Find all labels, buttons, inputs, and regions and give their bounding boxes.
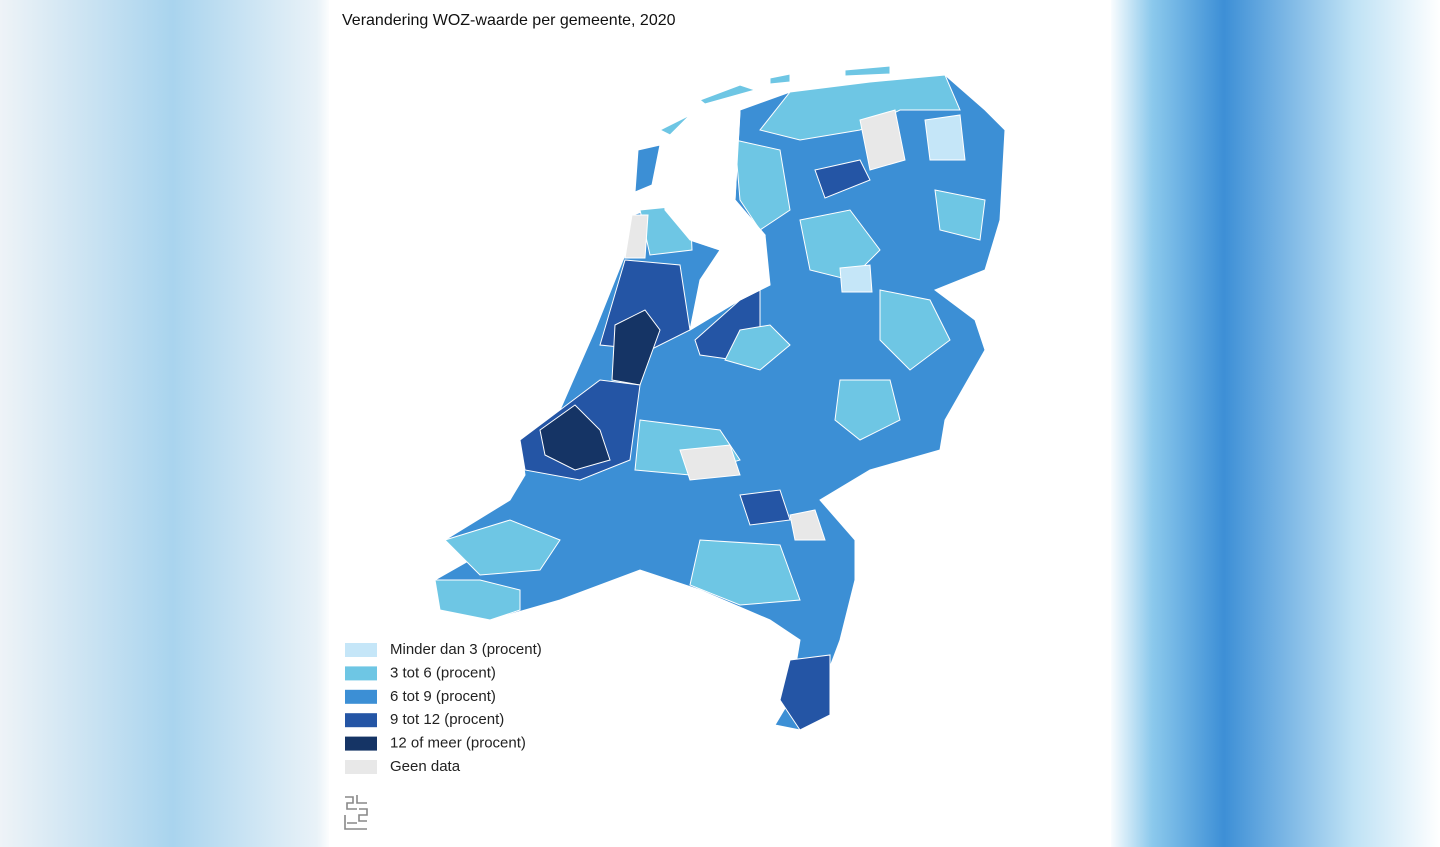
map-title: Verandering WOZ-waarde per gemeente, 202… bbox=[342, 12, 676, 29]
region bbox=[789, 509, 826, 541]
region bbox=[539, 404, 611, 471]
region bbox=[814, 159, 871, 199]
region bbox=[924, 114, 966, 161]
legend-swatch bbox=[345, 736, 377, 751]
region bbox=[434, 579, 521, 621]
legend-swatch bbox=[345, 760, 377, 774]
map-panel: Verandering WOZ-waarde per gemeente, 202… bbox=[329, 0, 1111, 847]
region bbox=[859, 109, 906, 171]
map: Minder dan 3 (procent) 3 tot 6 (procent) 6… bbox=[344, 65, 1006, 830]
cbs-logo bbox=[344, 795, 368, 830]
legend-label: 3 tot 6 (procent) bbox=[390, 664, 496, 681]
island bbox=[699, 84, 757, 105]
region bbox=[839, 264, 873, 293]
region bbox=[611, 309, 661, 386]
region bbox=[759, 74, 961, 141]
region bbox=[734, 139, 791, 231]
legend-label: Geen data bbox=[390, 758, 461, 775]
island bbox=[658, 114, 691, 136]
legend-swatch bbox=[345, 713, 377, 728]
region bbox=[679, 444, 741, 481]
region bbox=[934, 189, 986, 241]
region bbox=[779, 654, 831, 731]
water bbox=[689, 259, 771, 332]
region bbox=[879, 289, 951, 371]
island bbox=[634, 144, 661, 193]
region bbox=[624, 214, 649, 259]
municipalities bbox=[434, 65, 1006, 731]
legend-label: 12 of meer (procent) bbox=[390, 735, 526, 752]
region bbox=[444, 519, 561, 576]
water bbox=[659, 111, 766, 251]
region bbox=[689, 539, 801, 606]
legend-label: 9 tot 12 (procent) bbox=[390, 711, 504, 728]
region bbox=[834, 379, 901, 441]
island bbox=[769, 73, 791, 85]
legend-label: 6 tot 9 (procent) bbox=[390, 688, 496, 705]
legend-swatch bbox=[345, 643, 377, 657]
legend-swatch bbox=[345, 689, 377, 704]
region bbox=[739, 489, 791, 526]
legend: Minder dan 3 (procent) 3 tot 6 (procent) 6… bbox=[345, 641, 542, 775]
region bbox=[724, 324, 791, 371]
island bbox=[844, 65, 891, 77]
legend-swatch bbox=[345, 666, 377, 681]
legend-label: Minder dan 3 (procent) bbox=[390, 641, 542, 658]
